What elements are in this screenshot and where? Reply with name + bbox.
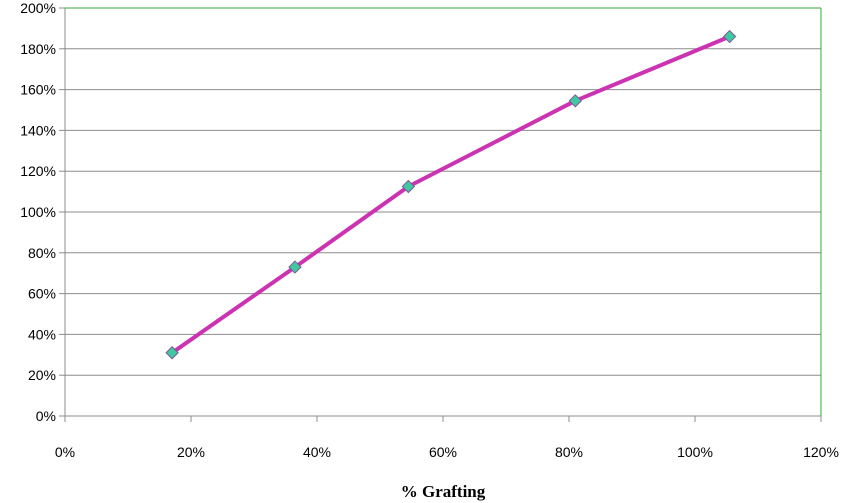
y-tick-label: 20%: [28, 367, 56, 383]
data-point-diamond: [401, 179, 416, 194]
x-tick-label: 60%: [429, 444, 457, 460]
x-tick-label: 40%: [303, 444, 331, 460]
y-tick-label: 180%: [20, 41, 56, 57]
y-tick-label: 100%: [20, 204, 56, 220]
series-line-path: [170, 34, 732, 355]
y-tick-label: 80%: [28, 245, 56, 261]
y-tick-label: 60%: [28, 286, 56, 302]
x-tick-label: 80%: [555, 444, 583, 460]
y-tick-label: 120%: [20, 163, 56, 179]
data-point-diamond: [568, 94, 583, 108]
data-point-diamond: [288, 260, 302, 274]
y-tick-label: 160%: [20, 82, 56, 98]
grid-lines: [65, 7, 821, 376]
data-point-diamond: [165, 346, 179, 360]
data-point-diamond: [722, 29, 737, 44]
x-tick-label: 100%: [677, 444, 713, 460]
data-markers: [165, 29, 737, 360]
x-tick-label: 20%: [177, 444, 205, 460]
y-tick-label: 200%: [20, 0, 56, 16]
x-axis-title: % Grafting: [401, 482, 486, 501]
x-tick-label: 120%: [803, 444, 839, 460]
y-axis-tick-labels: 0% 20% 40% 60% 80% 100% 120% 140% 160% 180% 200%: [20, 0, 56, 424]
series-line: [170, 34, 732, 355]
y-tick-label: 40%: [28, 326, 56, 342]
axes: [59, 7, 822, 422]
y-tick-label: 140%: [20, 122, 56, 138]
x-tick-label: 0%: [55, 444, 75, 460]
x-axis-tick-labels: 0% 20% 40% 60% 80% 100% 120%: [55, 444, 839, 460]
y-tick-label: 0%: [36, 408, 56, 424]
